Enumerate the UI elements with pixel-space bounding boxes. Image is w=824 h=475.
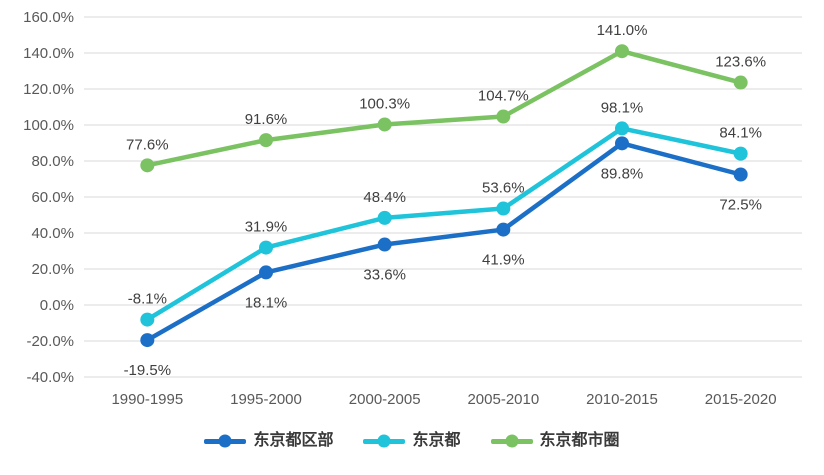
- legend-label: 东京都市圈: [539, 432, 620, 449]
- legend-item: 东京都区部: [204, 433, 333, 449]
- y-tick-label: 100.0%: [23, 117, 74, 134]
- legend-dot-icon: [377, 434, 391, 448]
- series-line-1: [145, 126, 743, 322]
- data-label: 98.1%: [601, 99, 644, 116]
- x-tick-label: 2015-2020: [705, 391, 777, 408]
- data-point-icon: [733, 167, 748, 182]
- data-point-icon: [496, 222, 511, 237]
- data-point-icon: [377, 237, 392, 252]
- y-tick-label: 40.0%: [31, 225, 74, 242]
- y-tick-label: 160.0%: [23, 9, 74, 26]
- data-point-icon: [733, 146, 748, 161]
- data-point-icon: [377, 210, 392, 225]
- x-tick-label: 1990-1995: [111, 391, 183, 408]
- x-tick-label: 2005-2010: [467, 391, 539, 408]
- legend-line-marker-icon: [490, 434, 533, 448]
- x-tick-label: 1995-2000: [230, 391, 302, 408]
- y-tick-label: 0.0%: [40, 297, 74, 314]
- data-label: 100.3%: [359, 95, 410, 112]
- y-tick-label: -40.0%: [26, 369, 74, 386]
- data-label: 141.0%: [597, 22, 648, 39]
- data-point-icon: [259, 133, 273, 148]
- y-tick-label: 80.0%: [31, 153, 74, 170]
- data-label: 41.9%: [482, 252, 525, 269]
- data-label: 104.7%: [478, 88, 529, 105]
- data-point-icon: [140, 158, 155, 173]
- data-point-icon: [733, 75, 748, 90]
- data-label: 89.8%: [601, 165, 644, 182]
- chart-legend: 东京都区部 东京都 东京都市圈: [0, 433, 824, 449]
- y-tick-label: -20.0%: [26, 333, 74, 350]
- data-point-icon: [259, 240, 273, 255]
- data-point-icon: [615, 44, 629, 59]
- data-label: 48.4%: [363, 189, 406, 206]
- plot-area: 160.0% 140.0% 120.0% 100.0% 80.0% 60.0% 40.0% 2…: [23, 9, 802, 408]
- data-label: 123.6%: [715, 54, 766, 71]
- x-tick-label: 2010-2015: [586, 391, 658, 408]
- data-label: 31.9%: [245, 219, 288, 236]
- legend-line-marker-icon: [363, 434, 406, 448]
- data-label: 18.1%: [245, 294, 288, 311]
- data-label: -8.1%: [128, 291, 167, 308]
- legend-item: 东京都市圈: [490, 432, 620, 449]
- data-point-icon: [496, 201, 511, 216]
- legend-label: 东京都区部: [253, 432, 334, 449]
- data-point-icon: [496, 109, 511, 124]
- data-point-icon: [259, 265, 273, 280]
- legend-item: 东京都: [363, 432, 461, 449]
- data-point-icon: [615, 121, 629, 136]
- data-label: 91.6%: [245, 111, 288, 128]
- data-point-icon: [377, 117, 392, 132]
- data-label: -19.5%: [124, 362, 172, 379]
- data-point-icon: [140, 333, 155, 348]
- data-label: 84.1%: [719, 125, 762, 142]
- data-label: 53.6%: [482, 180, 525, 197]
- data-label: 77.6%: [126, 136, 169, 153]
- legend-dot-icon: [218, 434, 232, 448]
- y-tick-label: 140.0%: [23, 45, 74, 62]
- data-label: 72.5%: [719, 197, 762, 214]
- y-tick-label: 20.0%: [31, 261, 74, 278]
- data-point-icon: [615, 136, 629, 151]
- data-label: 33.6%: [363, 267, 406, 284]
- legend-dot-icon: [505, 434, 518, 448]
- series-line-0: [145, 141, 743, 343]
- x-tick-label: 2000-2005: [349, 391, 421, 408]
- data-point-icon: [140, 312, 155, 327]
- series-line-2: [145, 48, 743, 168]
- legend-line-marker-icon: [204, 434, 247, 448]
- y-tick-label: 60.0%: [31, 189, 74, 206]
- legend-label: 东京都: [412, 432, 461, 449]
- y-tick-label: 120.0%: [23, 81, 74, 98]
